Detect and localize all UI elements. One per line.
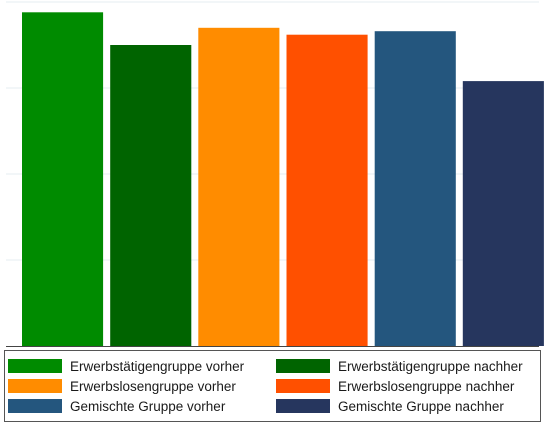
legend: Erwerbstätigengruppe vorher Erwerbstätig… [4, 350, 541, 422]
legend-item: Erwerbslosengruppe nachher [276, 376, 544, 396]
legend-item: Gemischte Gruppe vorher [8, 396, 276, 416]
bar [110, 45, 192, 346]
bar [22, 12, 104, 347]
legend-swatch [276, 359, 330, 373]
legend-item: Erwerbstätigengruppe nachher [276, 356, 544, 376]
legend-swatch [276, 379, 330, 393]
bar-chart [6, 1, 544, 347]
bar [286, 34, 368, 346]
legend-label: Gemischte Gruppe vorher [70, 398, 226, 414]
legend-swatch [276, 399, 330, 413]
legend-label: Erwerbstätigengruppe nachher [338, 358, 523, 374]
legend-label: Erwerbstätigengruppe vorher [70, 358, 245, 374]
bar [198, 27, 280, 347]
legend-item: Gemischte Gruppe nachher [276, 396, 544, 416]
legend-swatch [8, 359, 62, 373]
bar [462, 81, 544, 346]
legend-item: Erwerbstätigengruppe vorher [8, 356, 276, 376]
legend-swatch [8, 399, 62, 413]
legend-label: Gemischte Gruppe nachher [338, 398, 504, 414]
legend-item: Erwerbslosengruppe vorher [8, 376, 276, 396]
legend-swatch [8, 379, 62, 393]
bar [374, 31, 456, 346]
legend-label: Erwerbslosengruppe vorher [70, 378, 236, 394]
legend-label: Erwerbslosengruppe nachher [338, 378, 515, 394]
bars [6, 12, 544, 347]
